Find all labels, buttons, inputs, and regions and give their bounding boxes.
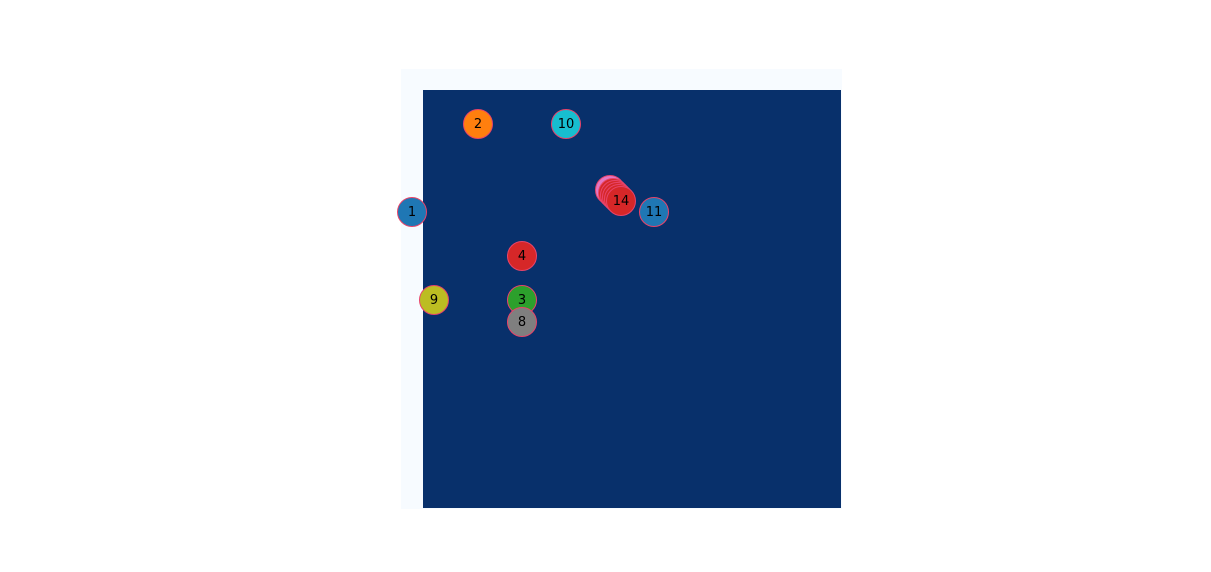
node-label: 2	[473, 116, 483, 132]
node-label: 8	[517, 314, 527, 330]
node-label: 9	[429, 292, 439, 308]
node-label: 11	[645, 204, 663, 220]
node-8[interactable]: 8	[507, 307, 537, 337]
node-label: 1	[407, 204, 417, 220]
node-4[interactable]: 4	[507, 241, 537, 271]
node-label: 10	[557, 116, 575, 132]
node-10[interactable]: 10	[551, 109, 581, 139]
node-label: 14	[612, 193, 630, 209]
graph-area	[423, 90, 841, 508]
node-1[interactable]: 1	[397, 197, 427, 227]
node-14[interactable]: 14	[606, 186, 636, 216]
node-label: 4	[517, 248, 527, 264]
node-11[interactable]: 11	[639, 197, 669, 227]
node-9[interactable]: 9	[419, 285, 449, 315]
node-2[interactable]: 2	[463, 109, 493, 139]
node-label: 3	[517, 292, 527, 308]
